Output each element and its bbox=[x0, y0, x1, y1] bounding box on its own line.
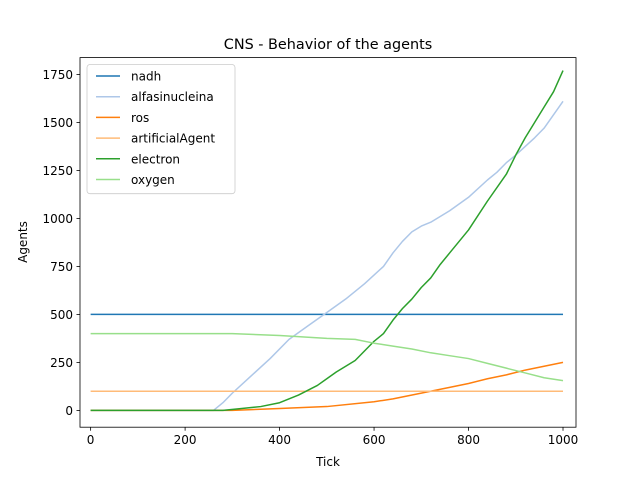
series-lines bbox=[90, 70, 564, 412]
series-line-oxygen bbox=[90, 332, 564, 382]
y-tick-label: 1500 bbox=[42, 116, 73, 130]
legend-label-electron: electron bbox=[131, 152, 180, 166]
axis-ticks: 0 200 400 600 800 1000 0 250 500 750 1000 1250 1500 1… bbox=[42, 68, 578, 447]
y-axis-title: Agents bbox=[16, 221, 30, 263]
x-axis-title: Tick bbox=[315, 455, 340, 469]
series-line-ros bbox=[90, 361, 564, 412]
x-tick-label: 1000 bbox=[548, 433, 579, 447]
legend-label-oxygen: oxygen bbox=[131, 173, 175, 187]
y-tick-label: 0 bbox=[65, 404, 73, 418]
legend-label-nadh: nadh bbox=[131, 70, 161, 84]
y-tick-label: 750 bbox=[50, 260, 73, 274]
legend: nadh alfasinucleina ros artificialAgent elec… bbox=[86, 64, 236, 195]
legend-box bbox=[86, 64, 236, 195]
y-tick-label: 250 bbox=[50, 356, 73, 370]
x-tick-label: 200 bbox=[174, 433, 197, 447]
x-tick-label: 600 bbox=[363, 433, 386, 447]
series-line-alfasinucleina bbox=[90, 100, 564, 412]
x-tick-label: 800 bbox=[457, 433, 480, 447]
legend-label-artificialAgent: artificialAgent bbox=[131, 132, 215, 146]
y-tick-label: 1000 bbox=[42, 212, 73, 226]
chart-title: CNS - Behavior of the agents bbox=[224, 37, 432, 53]
legend-label-ros: ros bbox=[131, 111, 149, 125]
x-tick-label: 400 bbox=[268, 433, 291, 447]
x-tick-label: 0 bbox=[87, 433, 95, 447]
legend-label-alfasinucleina: alfasinucleina bbox=[131, 90, 214, 104]
y-tick-label: 1250 bbox=[42, 164, 73, 178]
y-tick-label: 500 bbox=[50, 308, 73, 322]
series-line-electron bbox=[90, 70, 564, 412]
plot-frame bbox=[79, 57, 577, 428]
y-tick-label: 1750 bbox=[42, 68, 73, 82]
